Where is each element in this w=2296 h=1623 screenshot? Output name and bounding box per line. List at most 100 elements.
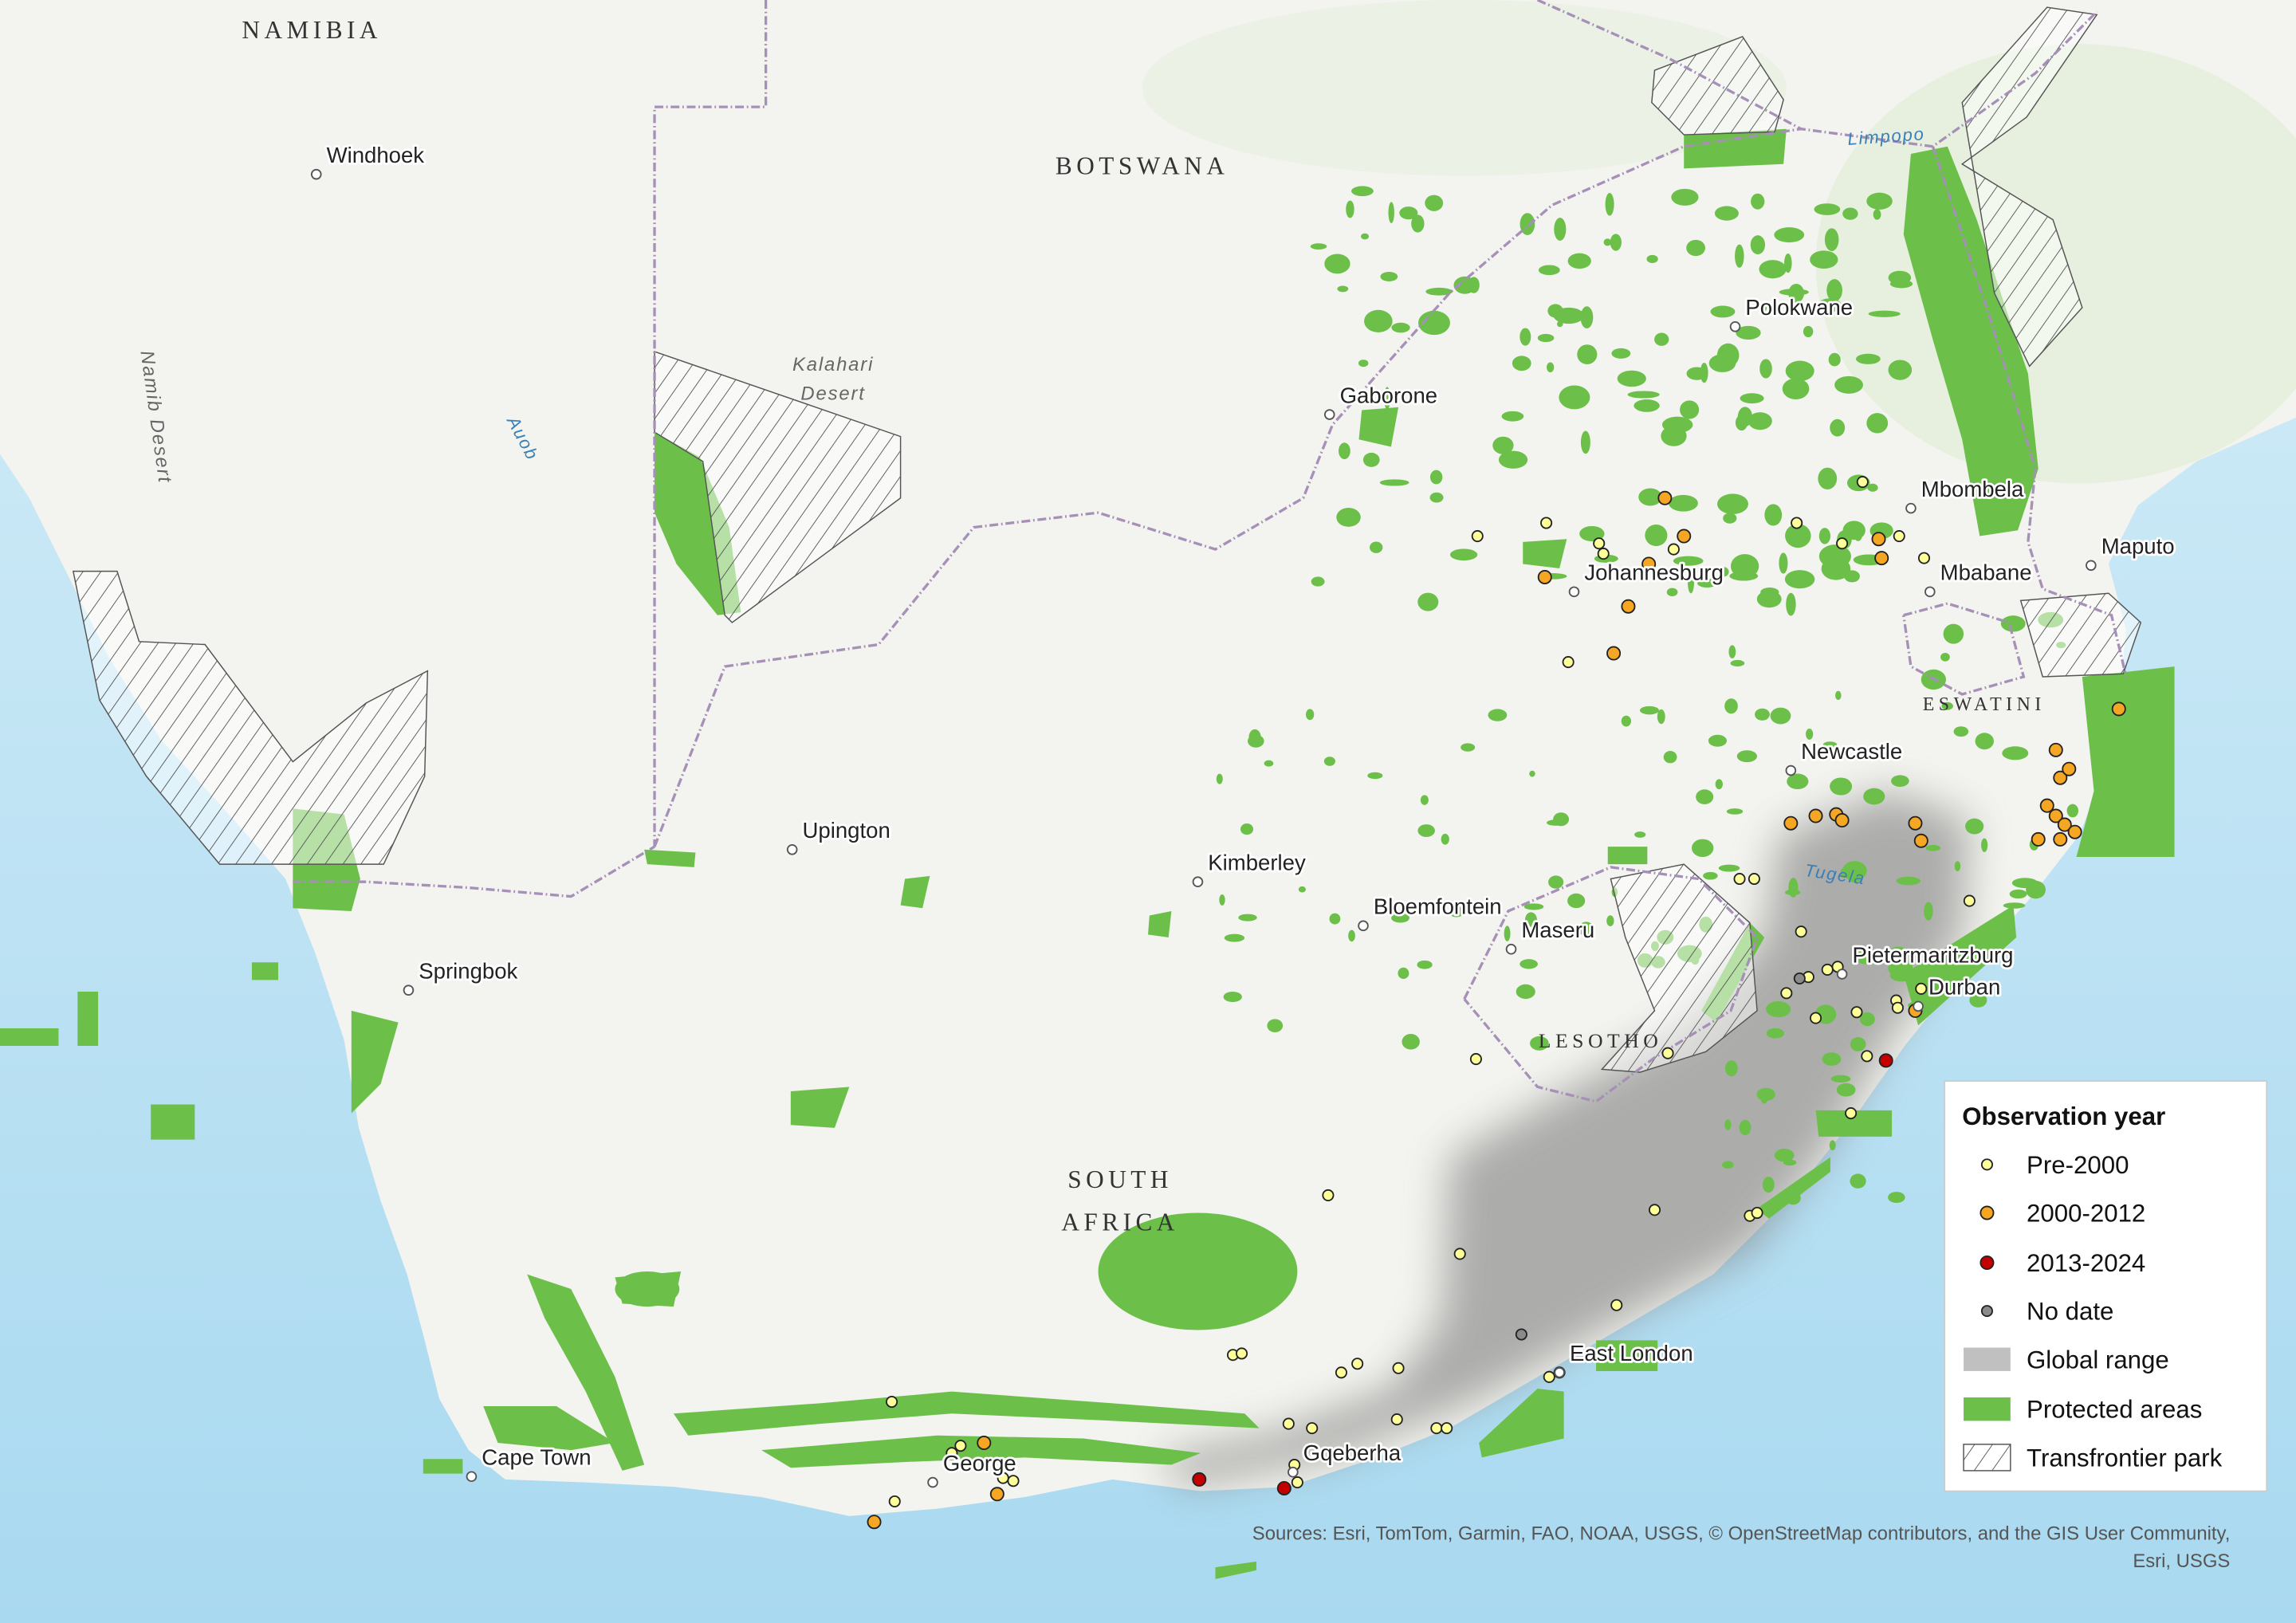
observation-point	[1915, 982, 1928, 995]
protected-area	[1546, 362, 1555, 373]
legend-symbol	[1963, 1444, 2011, 1472]
protected-area	[1498, 450, 1528, 469]
legend-label: Global range	[2027, 1346, 2169, 1373]
legend-box	[1944, 1080, 2268, 1492]
transfrontier-park	[1960, 6, 2098, 367]
country-border	[1902, 602, 2026, 696]
protected-area	[1364, 309, 1393, 332]
protected-area	[1646, 254, 1658, 263]
protected-area	[1358, 360, 1369, 367]
attribution: Esri, USGS	[2133, 1550, 2230, 1572]
protected-area	[1607, 847, 1648, 865]
vegetation	[1142, 0, 1787, 176]
observation-point	[1748, 872, 1760, 886]
protected-area	[1449, 906, 1464, 918]
transfrontier-park	[72, 570, 429, 865]
protected-area	[1810, 250, 1838, 269]
protected-area	[1358, 407, 1399, 447]
protected-area	[1782, 378, 1810, 399]
protected-area	[1891, 775, 1909, 788]
protected-area	[673, 1391, 1260, 1436]
country-border	[653, 0, 768, 847]
city-label: Kimberley	[1208, 850, 1306, 874]
legend: Observation year Pre-2000 2000-2012 2013-2…	[1944, 1080, 2268, 1492]
desert-label-line: Kalahari	[792, 354, 874, 375]
observation-point	[954, 1440, 967, 1452]
protected-area	[1814, 203, 1841, 215]
protected-area	[1429, 470, 1443, 485]
observation-point	[2048, 742, 2063, 757]
protected-area	[1339, 442, 1350, 460]
city-dot	[1785, 764, 1797, 776]
protected-area	[1954, 861, 1961, 871]
protected-area	[1686, 367, 1707, 380]
protected-area	[1896, 876, 1921, 886]
protected-area	[1645, 524, 1668, 547]
transfrontier-park	[1600, 863, 1758, 1073]
protected-area	[2026, 880, 2046, 899]
city-label: Cape Town	[482, 1445, 591, 1470]
protected-area	[1610, 234, 1622, 251]
protected-area	[1311, 576, 1325, 587]
protected-area	[1873, 209, 1881, 220]
protected-area	[1715, 779, 1724, 790]
protected-area	[1953, 726, 1969, 737]
protected-area	[1854, 949, 1880, 965]
protected-area	[1969, 992, 1987, 1008]
protected-area	[1818, 467, 1838, 489]
protected-area	[1425, 195, 1444, 211]
observation-point	[1861, 1050, 1873, 1063]
protected-area	[1663, 750, 1677, 764]
protected-area	[1826, 279, 1842, 302]
protected-area	[1215, 1561, 1256, 1579]
protected-area	[1739, 1119, 1751, 1136]
protected-area	[1756, 590, 1782, 608]
legend-symbol	[1964, 1397, 2011, 1421]
observation-points	[867, 476, 2126, 1530]
protected-area	[1298, 886, 1307, 893]
protected-area	[1815, 1110, 1893, 1137]
protected-area	[900, 875, 930, 909]
protected-area	[1787, 773, 1809, 790]
observation-point	[2048, 808, 2063, 823]
desert-label-line: Desert	[800, 383, 865, 405]
city-label: Newcastle	[1801, 739, 1902, 764]
city-dot	[403, 984, 415, 996]
protected-area	[1638, 488, 1662, 506]
protected-area	[2000, 615, 2026, 632]
protected-area	[1724, 1060, 1738, 1077]
protected-area	[1525, 912, 1537, 927]
observation-point	[1783, 815, 1799, 831]
observation-point	[888, 1495, 901, 1508]
protected-area	[1654, 332, 1669, 346]
protected-area	[1523, 903, 1544, 910]
protected-area	[1411, 214, 1425, 233]
city-dot	[1288, 1466, 1299, 1478]
protected-area	[1736, 325, 1761, 340]
observation-point	[1913, 833, 1928, 848]
protected-area	[1830, 419, 1846, 437]
observation-point	[1648, 1204, 1661, 1216]
protected-area	[351, 1010, 399, 1114]
observation-point	[1469, 1053, 1482, 1066]
protected-area	[1835, 690, 1842, 701]
observation-point	[1893, 530, 1905, 543]
city-label: Bloemfontein	[1374, 894, 1502, 919]
observation-point	[1810, 1012, 1822, 1024]
protected-area	[251, 962, 278, 980]
protected-area	[1724, 1119, 1732, 1130]
observation-point	[1453, 1248, 1466, 1260]
legend-symbol	[1980, 1255, 1995, 1270]
observation-point	[1836, 537, 1849, 550]
country-label-line: AFRICA	[1061, 1208, 1179, 1236]
observation-point	[886, 1395, 898, 1409]
protected-area	[1336, 507, 1361, 527]
observation-point	[1471, 530, 1484, 543]
protected-area	[2076, 666, 2175, 857]
protected-area	[1736, 750, 1758, 763]
protected-area	[1735, 244, 1744, 268]
protected-area	[1402, 1034, 1420, 1050]
country-label: NAMIBIA	[242, 16, 382, 44]
protected-area	[1785, 524, 1811, 548]
protected-area	[1722, 1161, 1734, 1169]
